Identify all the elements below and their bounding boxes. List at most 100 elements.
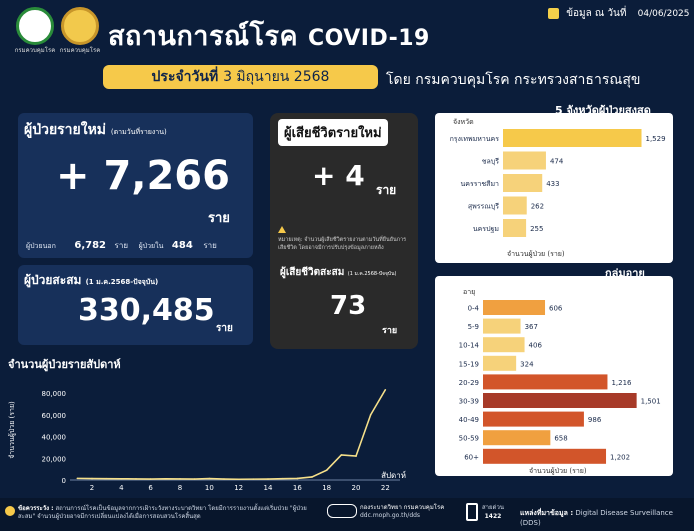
weekly-cases-point [149,478,152,480]
weekly-cases-point [120,478,123,480]
deaths-cum-value: 73 [330,291,367,321]
x-tick-label: 4 [119,484,124,492]
weekly-cases-line [77,389,387,481]
bar-category-label: สุพรรณบุรี [468,203,499,211]
inpatient-value: 484 [171,240,193,251]
footer-note: ข้อควรระวัง : สถานการณ์โรคเป็นข้อมูลจากก… [18,505,308,521]
cumulative-panel: ผู้ป่วยสะสม (1 ม.ค.2568-ปัจจุบัน) 330,48… [18,265,253,345]
warning-icon [278,226,286,233]
age-footer-label: จำนวนผู้ป่วย (ราย) [529,467,587,475]
deaths-value: + 4 [312,159,365,192]
bar [483,411,584,427]
deaths-cum-unit: ราย [382,326,398,336]
age-bar-chart: 0-4 606 5-9 367 10-14 406 15-19 324 20-29 1,216 30… [459,300,661,464]
weekly-cases-point [76,477,79,480]
y-axis-label: จำนวนผู้ป่วย (ราย) [8,401,16,459]
bar-value-label: 1,216 [611,379,632,387]
footer-ddc-url: ddc.moph.go.th/dds [360,512,421,519]
deaths-note: หมายเหตุ: จำนวนผู้เสียชีวิตรายงานตามวันท… [278,237,407,251]
footer-bar: ข้อควรระวัง : สถานการณ์โรคเป็นข้อมูลจากก… [0,498,694,531]
bar-category-label: นครปฐม [473,225,499,233]
phone-icon [466,503,478,521]
x-tick-label: 14 [264,484,273,492]
bar-value-label: 474 [550,158,564,166]
age-title: กลุ่มอายุ [605,267,645,280]
new-cases-value: + 7,266 [56,153,230,199]
deaths-panel: ผู้เสียชีวิตรายใหม่ + 4 ราย หมายเหตุ: จำ… [270,113,418,349]
bar [483,355,517,371]
weekly-cases-point [179,478,181,480]
x-tick-label: 16 [293,484,302,492]
inpatient-unit: ราย [203,241,217,250]
footer-note-text: สถานการณ์โรคเป็นข้อมูลจากการเฝ้าระวังทาง… [18,505,307,520]
dds-logo-icon [327,504,357,518]
footer-ddc-text: กองระบาดวิทยา กรมควบคุมโรค [360,504,445,511]
age-axis-label: อายุ [463,288,476,296]
footer-source: แหล่งที่มาข้อมูล : Digital Disease Surve… [520,508,694,527]
weekly-chart-title: จำนวนผู้ป่วยรายสัปดาห์ [8,358,121,371]
weekly-cases-point [340,454,343,456]
weekly-cases-point [384,388,387,391]
report-day-value: 3 มิถุนายน 2568 [223,69,330,85]
footer-hotline: สายด่วน 1422 [482,503,504,521]
footer-hotline-number: 1422 [484,513,502,520]
new-cases-unit: ราย [208,211,230,226]
weekly-cases-point [105,477,108,480]
y-tick-label: 80,000 [42,390,67,398]
weekly-cases-point [193,478,196,480]
weekly-cases-point [164,478,167,480]
bar [503,129,642,147]
new-cases-panel: ผู้ป่วยรายใหม่ (ตามวันที่รายงาน) + 7,266… [18,113,253,258]
report-day-bar: ประจำวันที่ 3 มิถุนายน 2568 [103,65,378,89]
logo-ddc: กรมควบคุมโรค [13,7,57,55]
bar-value-label: 1,202 [610,453,630,461]
footer-note-label: ข้อควรระวัง : [18,505,54,512]
weekly-cases-point [237,478,240,481]
top5-title: 5 จังหวัดผู้ป่วยสูงสุด [555,104,651,117]
cumulative-label: ผู้ป่วยสะสม [24,273,82,287]
new-cases-sublabel: (ตามวันที่รายงาน) [110,128,167,136]
x-tick-label: 18 [322,484,331,492]
title-english: COVID-19 [307,26,430,51]
report-day-label: ประจำวันที่ [151,69,219,85]
new-cases-label-box: ผู้ป่วยรายใหม่ (ตามวันที่รายงาน) [24,119,167,141]
data-date-value: 04/06/2025 [637,9,690,19]
deaths-cumulative-label: ผู้เสียชีวิตสะสม (1 ม.ค.2568-ปัจจุบัน) [280,265,396,280]
bar-category-label: 5-9 [468,323,479,331]
weekly-cases-point [91,477,93,480]
bar-value-label: 986 [588,416,602,424]
footer-source-text: Digital Disease Surveillance (DDS) [520,509,673,527]
anniversary-logo-icon [61,7,99,45]
logo-ddc-caption: กรมควบคุมโรค [14,47,56,54]
bar [503,151,546,170]
x-tick-label: 6 [148,484,153,492]
weekly-cases-point [208,477,211,480]
bar [483,374,608,390]
bar-category-label: 0-4 [468,305,480,313]
bar [483,300,546,315]
warning-circle-icon [5,506,15,516]
x-tick-label: 10 [205,484,214,492]
bar [503,174,543,192]
bar-category-label: นครราชสีมา [461,180,500,188]
cumulative-sublabel: (1 ม.ค.2568-ปัจจุบัน) [85,278,159,286]
bar-category-label: 15-19 [459,360,479,368]
bar [483,430,551,446]
bar-category-label: 50-59 [459,435,479,443]
weekly-cases-point [135,478,137,480]
top5-bar-chart: กรุงเทพมหานคร 1,529 ชลบุรี 474 นครราชสีมา 433… [450,129,666,237]
bar-value-label: 433 [546,180,559,188]
new-cases-label: ผู้ป่วยรายใหม่ [24,122,107,138]
bar-category-label: 60+ [464,453,479,461]
deaths-label: ผู้เสียชีวิตรายใหม่ [278,119,388,146]
bar [503,219,527,237]
outpatient-value: 6,782 [74,240,106,251]
data-date: ข้อมูล ณ วันที่ 04/06/2025 [548,6,690,21]
bar-category-label: ชลบุรี [482,158,499,166]
top5-footer-label: จำนวนผู้ป่วย (ราย) [507,250,565,258]
weekly-line-chart: 0 20,000 40,000 60,000 80,000 2 4 6 8 10 12 14 16 18 2… [8,388,406,492]
y-tick-label: 0 [62,477,66,485]
weekly-cases-point [369,413,372,416]
ddc-logo-icon [16,7,54,45]
top5-axis-label: จังหวัด [453,118,474,126]
